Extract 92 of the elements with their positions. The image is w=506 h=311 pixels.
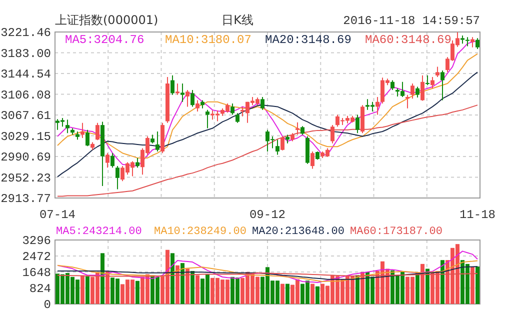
y-tick-label: 2952.23: [0, 171, 51, 186]
y-tick-label: 3067.61: [0, 109, 51, 124]
y-tick-label: 1648: [22, 266, 51, 280]
chart-subtitle: 日K线: [222, 13, 254, 27]
line-series: [57, 72, 478, 178]
candlestick: [196, 100, 200, 112]
bar: [180, 263, 184, 304]
candlestick: [260, 96, 264, 110]
candlestick: [330, 124, 334, 144]
bar: [80, 275, 84, 304]
candlestick: [86, 129, 90, 147]
candlestick: [410, 83, 414, 100]
text: MA60:173187.00: [350, 226, 442, 238]
y-tick-label: 3183.00: [0, 46, 51, 61]
text: MA5:3204.76: [65, 33, 144, 47]
bar: [420, 264, 424, 304]
line-series: [57, 266, 478, 280]
x-tick-label: 11-18: [459, 208, 496, 222]
line-series: [57, 260, 478, 282]
bar: [476, 266, 480, 304]
y-tick-label: 3029.15: [0, 130, 51, 144]
candlestick: [466, 36, 470, 47]
line-series: [57, 104, 478, 197]
y-tick-label: 3296: [22, 234, 51, 248]
candlestick: [236, 112, 240, 124]
bar: [416, 272, 420, 304]
candlestick: [430, 76, 434, 89]
bar: [280, 284, 284, 304]
candlestick: [416, 86, 420, 98]
bar: [196, 275, 200, 304]
text: MA10:238249.00: [154, 226, 246, 238]
candlestick: [296, 122, 300, 136]
candlestick: [376, 96, 380, 116]
candlestick: [280, 136, 284, 151]
bar: [176, 265, 180, 304]
chart-title: 上证指数(000001): [55, 13, 158, 27]
candlestick: [186, 89, 190, 108]
candlestick: [106, 152, 110, 168]
x-tick-label: 09-12: [249, 208, 286, 222]
bar: [286, 284, 290, 304]
y-tick-label: 2990.69: [0, 150, 51, 165]
candlestick: [436, 66, 440, 78]
bar: [440, 260, 444, 304]
candlestick: [470, 36, 474, 48]
y-tick-label: 3144.54: [0, 68, 51, 82]
bar: [186, 268, 190, 304]
bar: [426, 268, 430, 304]
bar: [100, 253, 104, 304]
text: MA20:213648.00: [252, 226, 344, 238]
line-series: [57, 250, 478, 283]
y-tick-label: 2913.77: [0, 192, 51, 206]
candlestick: [310, 150, 314, 170]
bar: [170, 253, 174, 304]
candlestick: [206, 109, 210, 129]
candlestick: [356, 114, 360, 134]
candlestick: [80, 122, 84, 138]
bar: [316, 286, 320, 304]
candlestick: [136, 157, 140, 168]
candlestick: [420, 74, 424, 102]
y-tick-label: 0: [44, 298, 51, 311]
candlestick: [156, 131, 160, 152]
y-tick-label: 2472: [22, 250, 51, 264]
candlestick: [230, 102, 234, 116]
text: MA10:3180.07: [165, 33, 252, 47]
candlestick: [276, 139, 280, 156]
bar: [310, 284, 314, 304]
bar: [136, 280, 140, 304]
candlestick: [406, 94, 410, 109]
bar: [86, 276, 90, 304]
candlestick: [170, 74, 174, 96]
y-tick-label: 3106.08: [0, 88, 51, 102]
candlestick: [440, 70, 444, 101]
candlestick: [180, 83, 184, 102]
candlestick: [66, 119, 70, 134]
x-tick-label: 07-14: [39, 208, 76, 222]
y-tick-label: 3221.46: [0, 26, 51, 40]
text: MA5:243214.00: [56, 226, 142, 238]
candlestick: [390, 80, 394, 90]
text: 2016-11-18 14:59:57: [343, 14, 480, 28]
bar: [470, 266, 474, 304]
candlestick: [176, 83, 180, 96]
text: MA60:3148.69: [365, 33, 452, 47]
candlestick: [190, 89, 194, 108]
candlestick: [96, 122, 100, 141]
candlestick: [110, 152, 114, 168]
candlestick: [476, 38, 480, 50]
y-tick-label: 824: [29, 282, 51, 296]
candlestick: [116, 166, 120, 190]
candlestick: [426, 74, 430, 86]
bar: [190, 270, 194, 304]
bar: [356, 275, 360, 304]
text: MA20:3148.69: [265, 33, 352, 47]
